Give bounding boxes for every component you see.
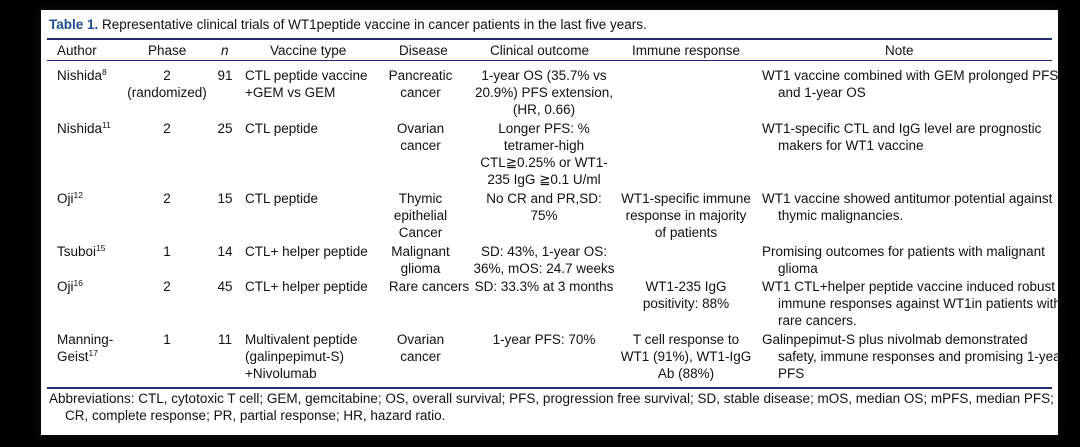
cell-note: Promising outcomes for patients with mal… — [762, 244, 1045, 276]
cell-n: 45 — [217, 279, 233, 294]
cell-phase: 2 — [163, 279, 171, 294]
cell-note: Galinpepimut-S plus nivolmab demonstrate… — [762, 332, 1066, 381]
cell-disease: Malignant glioma — [391, 244, 450, 276]
table-label: Table 1. — [49, 17, 99, 32]
header-disease: Disease — [399, 43, 448, 58]
cell-outcome: Longer PFS: % tetramer-high CTL≧0.25% or… — [480, 121, 608, 187]
abbreviations-footnote: Abbreviations: CTL, cytotoxic T cell; GE… — [49, 391, 1054, 423]
cell-vaccine: CTL+ helper peptide — [245, 244, 368, 259]
header-vaccine: Vaccine type — [270, 43, 347, 58]
cell-note: WT1 CTL+helper peptide vaccine induced r… — [762, 279, 1061, 328]
cell-outcome: 1-year PFS: 70% — [492, 332, 596, 347]
cell-phase: 2 — [163, 191, 171, 206]
header-phase: Phase — [148, 43, 187, 58]
cell-vaccine: CTL peptide — [245, 191, 319, 206]
cell-immune: WT1-235 IgG positivity: 88% — [642, 279, 730, 311]
header-immune: Immune response — [632, 43, 741, 58]
cell-author: Manning-Geist17 — [57, 332, 114, 364]
cell-author: Nishida11 — [57, 120, 111, 136]
header-n: n — [221, 43, 229, 58]
cell-author: Oji12 — [57, 190, 83, 206]
cell-vaccine: Multivalent peptide (galinpepimut-S) +Ni… — [245, 332, 358, 381]
cell-author: Oji16 — [57, 278, 83, 294]
cell-outcome: 1-year OS (35.7% vs 20.9%) PFS extension… — [474, 68, 614, 117]
table-caption: Table 1. Representative clinical trials … — [49, 17, 647, 32]
cell-phase: 1 — [163, 332, 171, 347]
cell-n: 15 — [217, 191, 233, 206]
cell-phase: 1 — [163, 244, 171, 259]
cell-phase: 2 — [163, 121, 171, 136]
cell-vaccine: CTL peptide vaccine +GEM vs GEM — [245, 68, 368, 100]
cell-vaccine: CTL peptide — [245, 121, 319, 136]
cell-outcome: SD: 43%, 1-year OS: 36%, mOS: 24.7 weeks — [473, 244, 615, 276]
cell-phase: 2 (randomized) — [127, 68, 207, 100]
cell-immune: T cell response to WT1 (91%), WT1-IgG Ab… — [620, 332, 752, 381]
cell-n: 11 — [217, 332, 232, 347]
cell-note: WT1-specific CTL and IgG level are progn… — [762, 121, 1042, 153]
cell-disease: Thymic epithelial Cancer — [393, 191, 448, 240]
caption-text: Representative clinical trials of WT1pep… — [98, 17, 647, 32]
cell-n: 14 — [217, 244, 233, 259]
cell-immune: WT1-specific immune response in majority… — [621, 191, 751, 240]
cell-disease: Ovarian cancer — [396, 332, 445, 364]
cell-vaccine: CTL+ helper peptide — [245, 279, 368, 294]
header-outcome: Clinical outcome — [490, 43, 590, 58]
header-rule — [47, 60, 1052, 61]
cell-author: Tsuboi15 — [57, 243, 106, 259]
cell-disease: Rare cancers — [388, 279, 470, 294]
top-rule — [47, 38, 1052, 40]
cell-outcome: SD: 33.3% at 3 months — [474, 279, 614, 294]
header-author: Author — [57, 43, 97, 58]
header-note: Note — [885, 43, 914, 58]
cell-n: 91 — [217, 68, 233, 83]
table-figure: Table 1. Representative clinical trials … — [41, 10, 1065, 435]
cell-author: Nishida8 — [57, 67, 107, 83]
cell-n: 25 — [217, 121, 233, 136]
cell-disease: Pancreatic cancer — [388, 68, 453, 100]
cell-note: WT1 vaccine combined with GEM prolonged … — [762, 68, 1059, 100]
cell-note: WT1 vaccine showed antitumor potential a… — [762, 191, 1053, 223]
cell-disease: Ovarian cancer — [396, 121, 445, 153]
cell-outcome: No CR and PR,SD: 75% — [486, 191, 602, 223]
bottom-rule — [47, 387, 1052, 389]
